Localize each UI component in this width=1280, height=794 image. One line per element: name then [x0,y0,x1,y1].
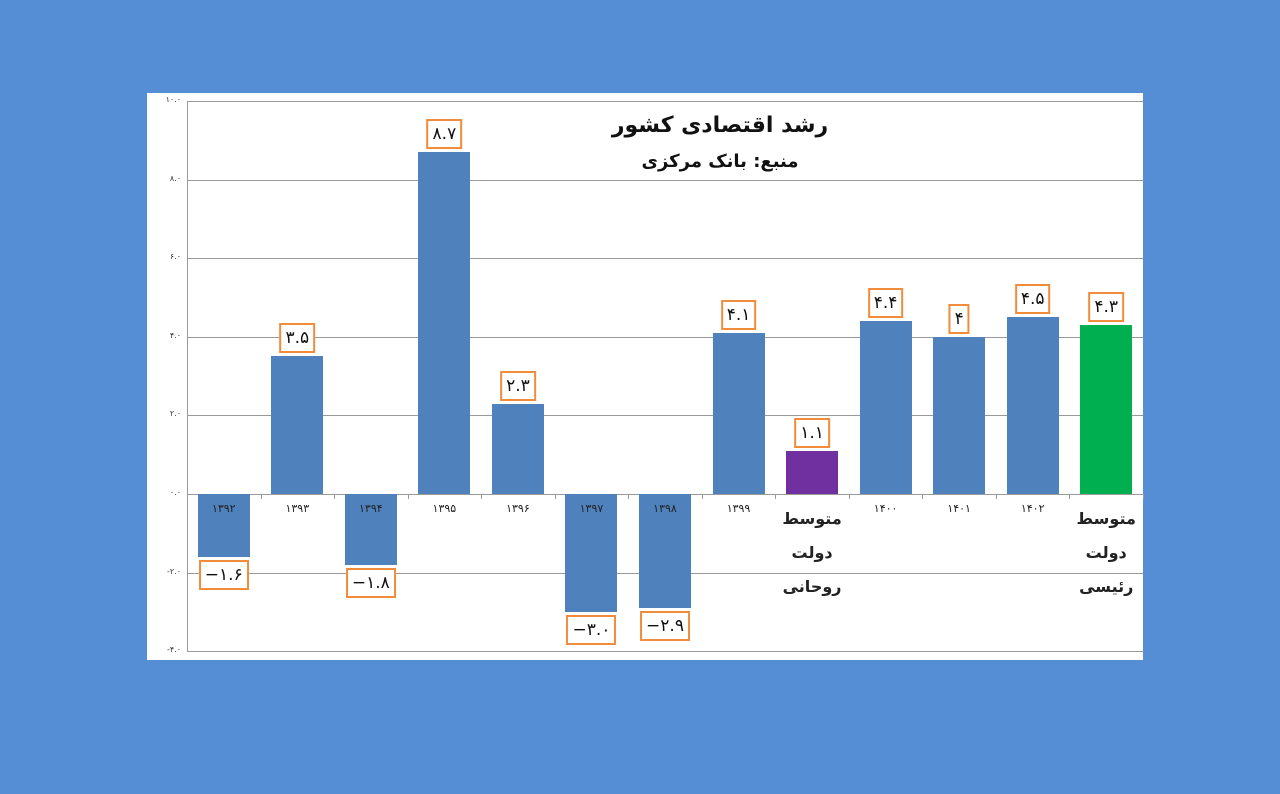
chart-panel: رشد اقتصادی کشور منبع: بانک مرکزی ۱۰.۰ ۸.… [147,93,1144,660]
bar [1080,325,1133,494]
x-tick [701,494,703,499]
x-category-label: ۱۴۰۰ [873,502,898,515]
bar [859,321,912,494]
y-tick-label: ۸.۰ [169,173,181,183]
x-tick [848,494,850,499]
x-category-label: متوسط دولت روحانی [782,509,842,596]
y-tick-label: ۶.۰ [169,252,181,262]
data-label: −۲.۹ [640,610,690,641]
bar [933,336,986,494]
data-label: ۴ [948,303,970,334]
y-tick-label: -۴.۰ [166,645,181,655]
chart-subtitle: منبع: بانک مرکزی [641,151,799,172]
x-tick [1069,494,1071,499]
data-label: ۲.۳ [500,370,536,401]
y-tick-label: ۰.۰ [169,488,181,497]
x-category-label: ۱۳۹۸ [653,502,677,515]
data-label: ۳.۵ [279,323,316,354]
chart-title: رشد اقتصادی کشور [611,113,829,138]
x-category-label: ۱۳۹۶ [506,502,530,515]
x-tick [1143,494,1144,499]
bar [418,152,471,494]
x-tick [481,494,483,499]
x-tick [628,494,630,499]
gridline [187,415,1143,417]
bar [1006,317,1059,494]
y-tick-label: ۲.۰ [169,409,181,419]
data-label: ۴.۴ [867,288,904,319]
x-tick [775,494,777,499]
gridline [187,101,1143,102]
y-axis [187,101,188,652]
data-label: ۴.۵ [1014,284,1051,315]
x-category-label: متوسط دولت رئیسی [1076,509,1136,596]
gridline [187,336,1143,338]
data-label: ۱.۱ [794,417,830,448]
bar [712,332,765,494]
data-label: ۸.۷ [426,119,463,150]
x-category-label: ۱۳۹۴ [359,502,383,515]
x-category-label: ۱۳۹۷ [579,502,604,515]
y-tick-label: ۴.۰ [169,330,181,340]
x-category-label: ۱۳۹۹ [726,502,751,515]
x-tick [260,494,262,499]
x-category-label: ۱۳۹۳ [285,502,310,515]
x-category-label: ۱۳۹۵ [432,502,457,515]
bar [271,356,324,494]
gridline [187,258,1143,260]
x-tick [334,494,336,499]
data-label: ۴.۱ [720,299,757,330]
data-label: −۱.۶ [198,559,249,590]
bar [197,494,250,557]
data-label: −۳.۰ [566,614,617,645]
data-label: ۴.۳ [1088,292,1125,322]
bar [639,494,691,608]
bar [491,403,544,494]
y-tick-label: ۱۰.۰ [165,95,181,104]
x-tick [554,494,556,499]
x-tick [922,494,924,499]
x-category-label: ۱۳۹۲ [211,502,236,515]
x-tick [407,494,409,499]
data-label: −۱.۸ [345,567,396,598]
x-category-label: ۱۴۰۱ [947,502,971,515]
x-category-label: ۱۴۰۲ [1020,502,1045,515]
bar [344,494,397,565]
bar [786,450,839,494]
x-tick [995,494,997,499]
gridline [187,179,1143,181]
y-tick-label: -۲.۰ [166,566,181,576]
gridline [187,651,1143,653]
bar [565,494,618,612]
